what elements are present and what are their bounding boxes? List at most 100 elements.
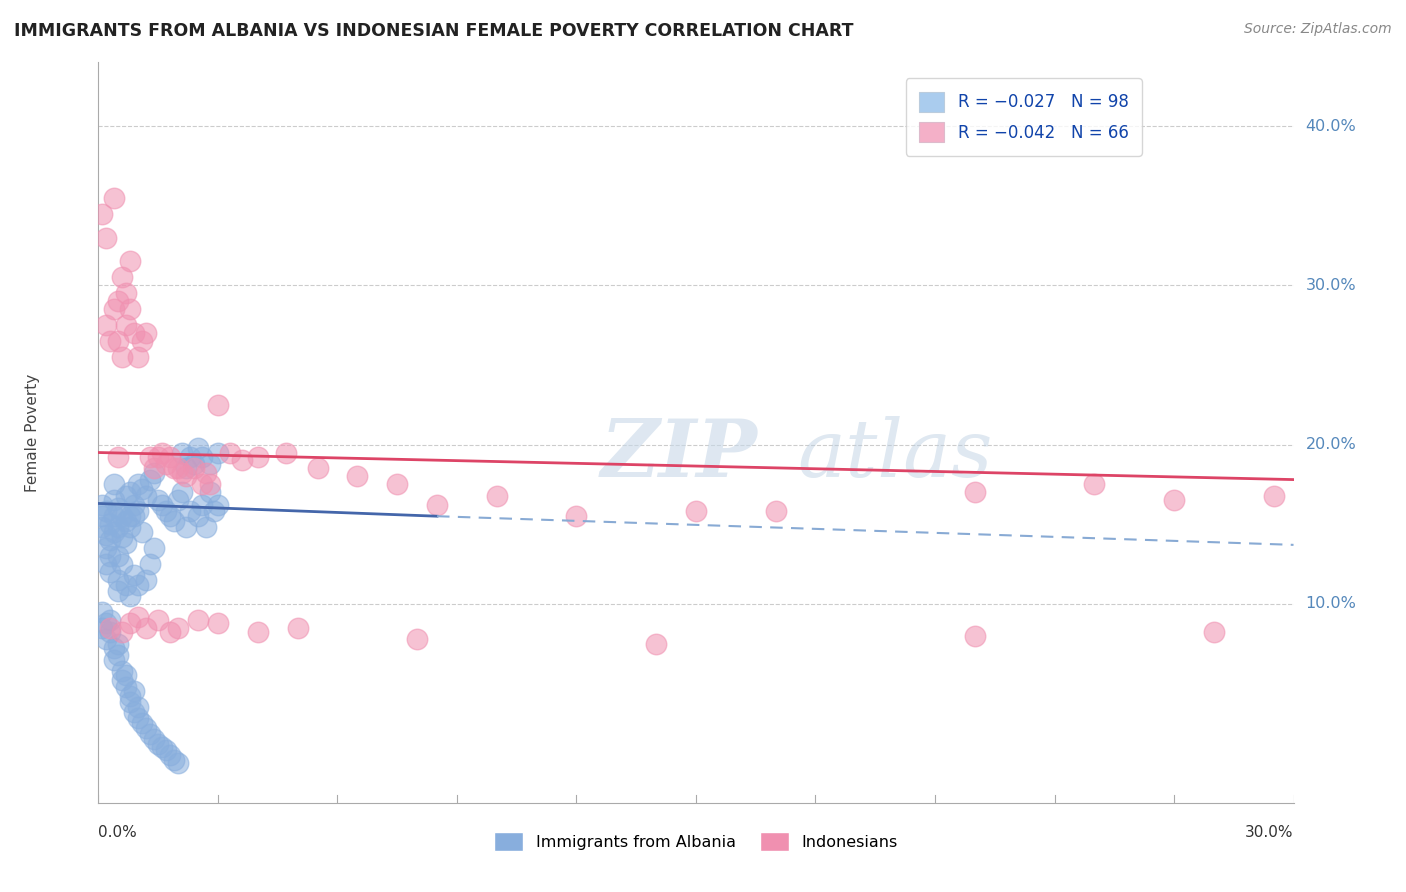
Point bbox=[115, 514, 138, 528]
Point bbox=[155, 504, 177, 518]
Point bbox=[131, 334, 153, 348]
Point bbox=[1163, 493, 1185, 508]
Point bbox=[163, 753, 186, 767]
Point bbox=[124, 705, 146, 719]
Point bbox=[139, 473, 162, 487]
Point bbox=[103, 191, 125, 205]
Point bbox=[187, 509, 209, 524]
Point bbox=[120, 589, 142, 603]
Point bbox=[115, 680, 138, 694]
Point bbox=[120, 615, 142, 630]
Text: Female Poverty: Female Poverty bbox=[25, 374, 41, 491]
Point bbox=[565, 509, 588, 524]
Point bbox=[124, 498, 146, 512]
Point bbox=[148, 493, 170, 508]
Point bbox=[124, 684, 146, 698]
Point bbox=[159, 747, 181, 762]
Text: 0.0%: 0.0% bbox=[98, 825, 138, 840]
Point bbox=[98, 613, 122, 627]
Point bbox=[155, 457, 177, 471]
Point bbox=[765, 504, 787, 518]
Point bbox=[406, 632, 429, 646]
Point bbox=[179, 504, 201, 518]
Point bbox=[148, 450, 170, 465]
Point bbox=[98, 533, 122, 547]
Point bbox=[91, 605, 114, 619]
Point bbox=[135, 326, 157, 340]
Point bbox=[96, 504, 118, 518]
Point bbox=[127, 477, 149, 491]
Point bbox=[150, 445, 173, 459]
Point bbox=[963, 485, 986, 500]
Point bbox=[135, 573, 157, 587]
Point bbox=[155, 743, 177, 757]
Point bbox=[107, 520, 129, 534]
Point bbox=[120, 520, 142, 534]
Point bbox=[96, 632, 118, 646]
Text: Source: ZipAtlas.com: Source: ZipAtlas.com bbox=[1244, 22, 1392, 37]
Point bbox=[107, 648, 129, 662]
Point bbox=[98, 517, 122, 532]
Point bbox=[98, 621, 122, 635]
Point bbox=[91, 498, 114, 512]
Point bbox=[124, 509, 146, 524]
Point bbox=[96, 528, 118, 542]
Point bbox=[685, 504, 707, 518]
Point bbox=[246, 450, 269, 465]
Point bbox=[107, 450, 129, 465]
Point bbox=[346, 469, 368, 483]
Point bbox=[127, 700, 149, 714]
Point bbox=[98, 334, 122, 348]
Point bbox=[111, 350, 134, 364]
Point bbox=[183, 461, 205, 475]
Text: 10.0%: 10.0% bbox=[1306, 596, 1357, 611]
Point bbox=[103, 641, 125, 656]
Point bbox=[183, 457, 205, 471]
Point bbox=[159, 450, 181, 465]
Point bbox=[172, 445, 194, 459]
Point bbox=[120, 485, 142, 500]
Point bbox=[96, 230, 118, 244]
Point bbox=[103, 525, 125, 540]
Point bbox=[111, 625, 134, 640]
Point bbox=[191, 498, 214, 512]
Point bbox=[1202, 625, 1225, 640]
Point bbox=[98, 625, 122, 640]
Point bbox=[198, 477, 221, 491]
Point bbox=[91, 621, 114, 635]
Point bbox=[111, 509, 134, 524]
Point bbox=[159, 625, 181, 640]
Point bbox=[98, 549, 122, 563]
Point bbox=[111, 557, 134, 571]
Point bbox=[96, 318, 118, 333]
Point bbox=[159, 509, 181, 524]
Point bbox=[195, 520, 218, 534]
Point bbox=[131, 525, 153, 540]
Text: 20.0%: 20.0% bbox=[1306, 437, 1357, 452]
Point bbox=[135, 489, 157, 503]
Point bbox=[115, 577, 138, 591]
Point bbox=[385, 477, 409, 491]
Text: 30.0%: 30.0% bbox=[1306, 277, 1357, 293]
Point bbox=[207, 615, 229, 630]
Point bbox=[174, 469, 197, 483]
Text: ZIP: ZIP bbox=[600, 416, 758, 493]
Point bbox=[198, 457, 221, 471]
Point bbox=[111, 673, 134, 688]
Point bbox=[179, 450, 201, 465]
Point bbox=[103, 493, 125, 508]
Point bbox=[103, 477, 125, 491]
Point bbox=[246, 625, 269, 640]
Point bbox=[96, 615, 118, 630]
Point bbox=[187, 441, 209, 455]
Point bbox=[645, 637, 668, 651]
Point bbox=[120, 302, 142, 317]
Point bbox=[91, 509, 114, 524]
Point bbox=[148, 737, 170, 751]
Point bbox=[167, 621, 190, 635]
Point bbox=[963, 629, 986, 643]
Point bbox=[207, 498, 229, 512]
Point bbox=[91, 207, 114, 221]
Point bbox=[96, 557, 118, 571]
Point bbox=[231, 453, 253, 467]
